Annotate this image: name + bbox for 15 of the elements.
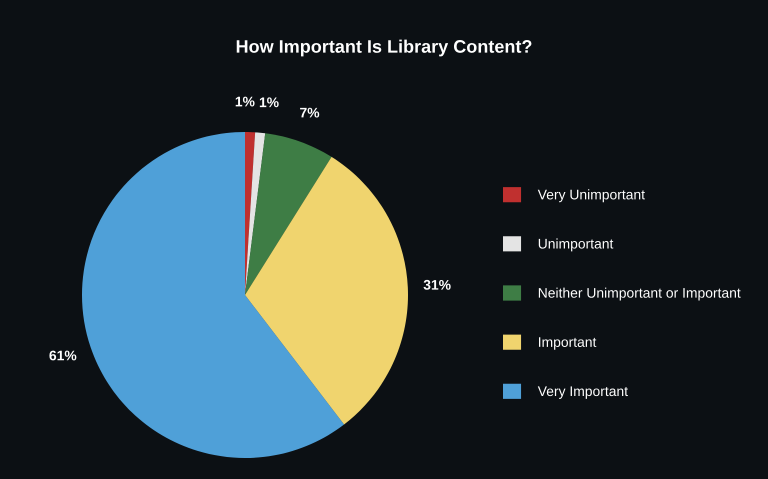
data-label: 31% (424, 280, 451, 290)
legend-label: Neither Unimportant or Important (538, 288, 741, 301)
data-label: 61% (49, 350, 76, 360)
legend-label: Very Unimportant (538, 189, 645, 202)
data-label: 1% (236, 96, 255, 106)
legend-label: Important (539, 337, 596, 350)
legend-label: Unimportant (538, 238, 614, 252)
pie-slice (245, 132, 266, 295)
chart-title: How Important Is Library Content? (236, 40, 532, 56)
pie-slice (245, 133, 332, 295)
data-label: 1% (260, 97, 279, 108)
pie-slice (82, 132, 344, 458)
data-label: 7% (300, 108, 320, 118)
legend-label: Very Important (538, 386, 628, 399)
pie-slice (245, 156, 408, 424)
